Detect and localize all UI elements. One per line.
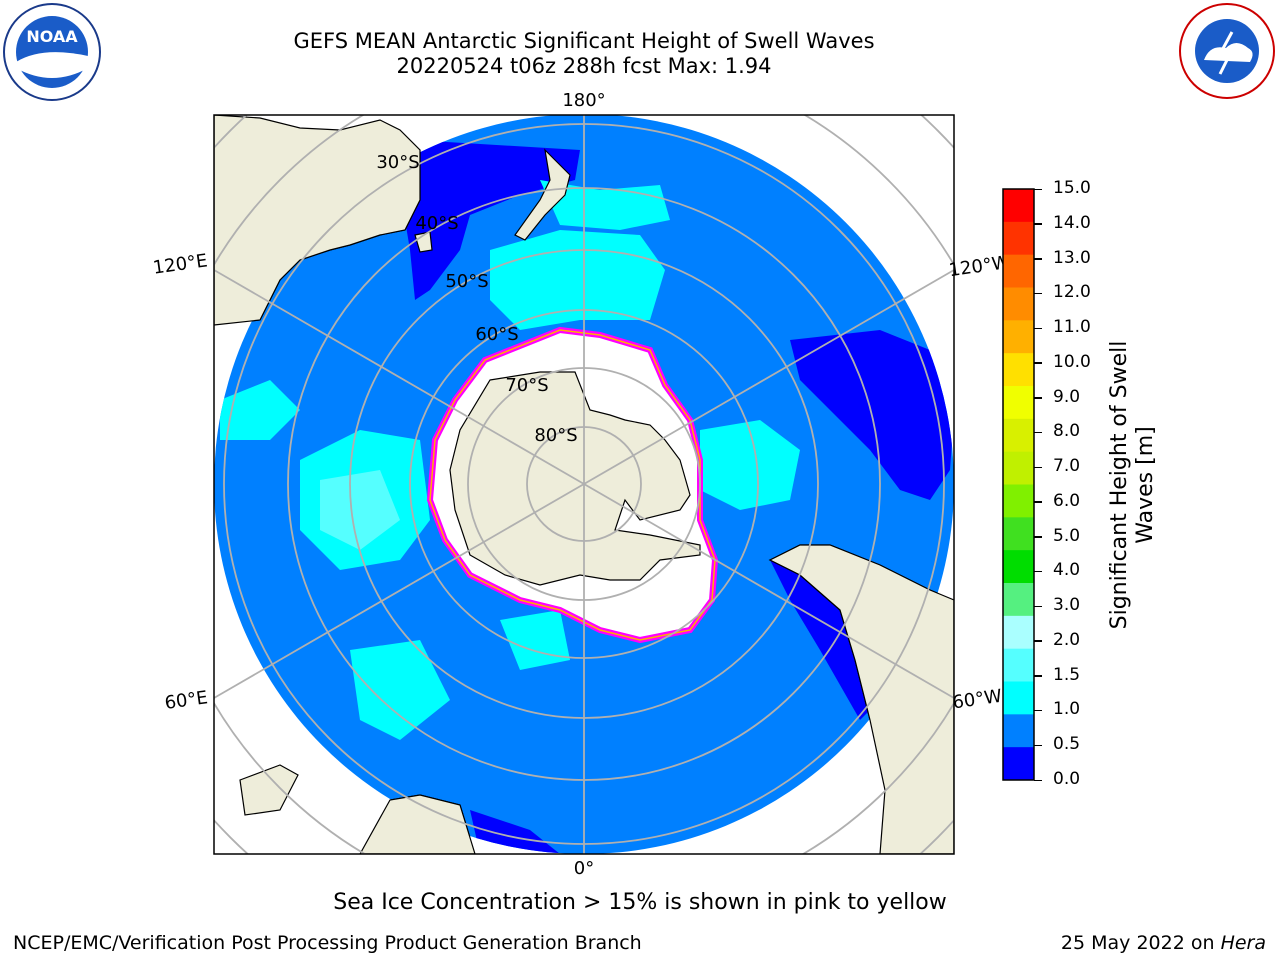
colorbar-label-line1: Significant Height of Swell [1107, 341, 1132, 630]
colorbar-tick-mark [1034, 779, 1042, 781]
australia-corner-land [214, 115, 421, 326]
colorbar-tick-label: 5.0 [1053, 525, 1081, 546]
swell-lowest-region-nz [400, 140, 580, 300]
africa-corner-land [359, 794, 476, 854]
colorbar-cell [1003, 648, 1034, 682]
lon-label-60e: 60°E [163, 687, 209, 714]
sea-ice-edge-yellow [429, 329, 716, 641]
footer-date-text: 25 May 2022 on [1060, 932, 1221, 954]
colorbar-tick-mark [1034, 675, 1042, 677]
colorbar-cell [1003, 451, 1034, 485]
longitude-gridlines [214, 115, 954, 854]
colorbar-tick-mark [1034, 327, 1042, 330]
tasmania-land [414, 231, 433, 253]
colorbar-tick-mark [1034, 292, 1042, 295]
colorbar-tick-mark [1034, 709, 1042, 712]
colorbar-tick-mark [1034, 501, 1042, 503]
lat-label-30s: 30°S [376, 152, 419, 173]
colorbar-tick-label: 4.0 [1053, 560, 1081, 581]
new-zealand-land [514, 148, 571, 241]
footer-date: 25 May 2022 on Hera [1061, 932, 1266, 954]
colorbar [1002, 188, 1035, 781]
colorbar-tick-label: 0.0 [1053, 769, 1081, 789]
lon-label-60w: 60°W [951, 686, 1003, 714]
colorbar-cell [1003, 418, 1034, 453]
colorbar-tick-mark [1034, 431, 1042, 434]
colorbar-tick-mark [1034, 362, 1042, 364]
colorbar-tick-label: 0.5 [1053, 734, 1081, 755]
lon-label-0: 0° [574, 858, 594, 879]
nws-logo [1179, 3, 1275, 99]
swell-mid-region-south-indian [350, 640, 450, 740]
map-frame [213, 114, 955, 855]
lat-label-70s: 70°S [505, 375, 548, 396]
colorbar-tick-mark [1034, 223, 1042, 225]
colorbar-cell [1003, 189, 1034, 223]
colorbar-tick-label: 3.0 [1053, 595, 1081, 616]
lat-label-80s: 80°S [534, 425, 577, 446]
swell-high-region-indian [320, 470, 400, 550]
colorbar-tick-label: 10.0 [1053, 351, 1091, 372]
madagascar-corner-land [239, 764, 299, 816]
colorbar-label: Significant Height of Swell Waves [m] [1107, 341, 1158, 630]
south-america-corner-land [768, 544, 954, 854]
lon-label-180: 180° [562, 90, 605, 111]
footer-machine: Hera [1220, 932, 1266, 954]
colorbar-tick-label: 2.0 [1053, 629, 1081, 650]
colorbar-cell [1003, 320, 1034, 354]
map-area [214, 115, 954, 854]
colorbar-tick-label: 6.0 [1053, 490, 1081, 511]
colorbar-cell [1003, 484, 1034, 518]
colorbar-cell [1003, 221, 1034, 256]
colorbar-tick-mark [1034, 188, 1042, 190]
colorbar-cell [1003, 550, 1034, 584]
swell-mid-region-pacific [490, 230, 665, 330]
colorbar-tick-label: 7.0 [1053, 456, 1081, 477]
colorbar-cell [1003, 714, 1034, 748]
colorbar-tick-mark [1034, 258, 1042, 260]
lat-label-50s: 50°S [445, 271, 488, 292]
colorbar-tick-label: 9.0 [1053, 386, 1081, 407]
colorbar-cell [1003, 386, 1034, 420]
colorbar-tick-label: 15.0 [1053, 178, 1091, 198]
chart-subtitle: 20220524 t06z 288h fcst Max: 1.94 [396, 54, 772, 78]
colorbar-cell [1003, 681, 1034, 715]
colorbar-tick-mark [1034, 536, 1042, 538]
colorbar-tick-label: 1.0 [1053, 699, 1081, 720]
swell-lowest-region-south-america [770, 560, 880, 720]
colorbar-cell [1003, 287, 1034, 321]
lat-label-60s: 60°S [475, 324, 518, 345]
colorbar-tick-label: 1.5 [1053, 664, 1081, 685]
colorbar-tick-label: 8.0 [1053, 421, 1081, 442]
swell-mid-region-indian-east [220, 380, 300, 440]
swell-mid-region-weddell [700, 420, 800, 510]
chart-title: GEFS MEAN Antarctic Significant Height o… [293, 29, 875, 53]
colorbar-tick-label: 14.0 [1053, 212, 1091, 233]
colorbar-cell [1003, 615, 1034, 650]
colorbar-cell [1003, 254, 1034, 288]
colorbar-tick-mark [1034, 466, 1042, 469]
lon-label-120e: 120°E [152, 250, 209, 278]
colorbar-tick-mark [1034, 570, 1042, 573]
footer-credit: NCEP/EMC/Verification Post Processing Pr… [13, 932, 642, 954]
noaa-logo: NOAA [3, 3, 101, 101]
colorbar-tick-label: 13.0 [1053, 247, 1091, 268]
lat-label-40s: 40°S [415, 213, 458, 234]
colorbar-cell [1003, 517, 1034, 551]
colorbar-tick-mark [1034, 744, 1042, 747]
sea-ice-note: Sea Ice Concentration > 15% is shown in … [333, 890, 947, 915]
colorbar-tick-mark [1034, 397, 1042, 399]
colorbar-tick-label: 12.0 [1053, 282, 1091, 303]
colorbar-tick-label: 11.0 [1053, 317, 1091, 338]
colorbar-cell [1003, 583, 1034, 617]
colorbar-tick-mark [1034, 640, 1042, 642]
colorbar-label-line2: Waves [m] [1133, 426, 1158, 543]
colorbar-tick-mark [1034, 605, 1042, 608]
colorbar-cell [1003, 747, 1034, 781]
colorbar-cell [1003, 353, 1034, 387]
svg-text:NOAA: NOAA [26, 27, 78, 46]
